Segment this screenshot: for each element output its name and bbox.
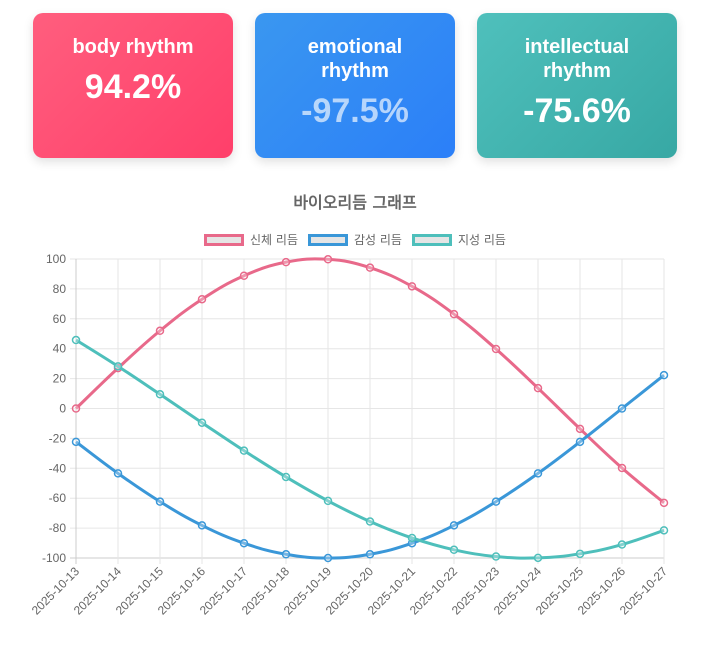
- card-label: body rhythm: [72, 36, 194, 58]
- data-point[interactable]: [197, 418, 207, 427]
- data-point[interactable]: [239, 446, 249, 455]
- legend-swatch: [204, 233, 245, 246]
- data-point[interactable]: [449, 545, 459, 555]
- y-tick-label: -60: [49, 491, 67, 505]
- card-label: emotional rhythm: [307, 36, 403, 82]
- legend-swatch: [308, 233, 348, 246]
- data-point[interactable]: [155, 326, 165, 336]
- card-value: 94.2%: [84, 68, 182, 106]
- x-axis: 2025-10-132025-10-142025-10-152025-10-16…: [29, 564, 671, 618]
- data-point[interactable]: [197, 294, 207, 304]
- data-point[interactable]: [659, 526, 669, 535]
- series-line: [75, 373, 665, 560]
- data-point[interactable]: [533, 553, 543, 563]
- y-tick-label: 40: [53, 342, 67, 356]
- data-point[interactable]: [659, 370, 669, 380]
- y-tick-label: -20: [49, 431, 67, 445]
- data-point[interactable]: [407, 533, 417, 543]
- data-point[interactable]: [449, 309, 459, 319]
- y-tick-label: 60: [53, 312, 67, 326]
- legend-item-emotional[interactable]: 감성 리듬: [308, 231, 402, 248]
- series-line: [74, 257, 665, 504]
- y-tick-label: 80: [53, 282, 67, 296]
- data-point[interactable]: [323, 553, 333, 563]
- data-point[interactable]: [113, 362, 123, 371]
- y-tick-label: 20: [53, 372, 67, 386]
- data-point[interactable]: [71, 437, 81, 447]
- data-point[interactable]: [71, 335, 81, 345]
- y-tick-label: 0: [59, 402, 66, 416]
- data-point[interactable]: [575, 424, 585, 434]
- data-point[interactable]: [365, 550, 375, 559]
- series-line: [75, 338, 665, 560]
- data-point[interactable]: [491, 552, 501, 561]
- legend-label: 신체 리듬: [250, 233, 298, 247]
- chart-grid: [70, 258, 665, 564]
- body-rhythm-card: body rhythm 94.2%: [33, 13, 233, 158]
- data-point[interactable]: [197, 521, 207, 530]
- series-1: [71, 370, 669, 563]
- data-point[interactable]: [365, 263, 375, 272]
- series-2: [71, 335, 669, 563]
- data-point[interactable]: [281, 257, 291, 267]
- legend-item-body[interactable]: 신체 리듬: [204, 231, 298, 248]
- legend-label: 감성 리듬: [354, 233, 402, 247]
- data-point[interactable]: [239, 271, 249, 280]
- data-point[interactable]: [323, 255, 333, 264]
- data-point[interactable]: [575, 437, 585, 447]
- data-point[interactable]: [617, 463, 627, 473]
- data-point[interactable]: [365, 517, 375, 526]
- data-point[interactable]: [533, 469, 543, 478]
- card-label: intellectual rhythm: [524, 36, 630, 82]
- data-point[interactable]: [71, 404, 81, 413]
- emotional-rhythm-card: emotional rhythm -97.5%: [255, 13, 455, 158]
- data-point[interactable]: [281, 550, 291, 559]
- data-point[interactable]: [407, 282, 417, 291]
- legend-item-intellectual[interactable]: 지성 리듬: [411, 231, 506, 248]
- data-point[interactable]: [155, 390, 165, 399]
- y-tick-label: -40: [49, 461, 67, 475]
- data-point[interactable]: [155, 497, 165, 506]
- data-point[interactable]: [239, 538, 249, 548]
- data-point[interactable]: [281, 472, 291, 482]
- chart-lines: [71, 255, 669, 563]
- data-point[interactable]: [491, 344, 501, 354]
- y-axis: 100 80 60 40 20 0 -20 -40 -60 -80 -100: [42, 252, 66, 565]
- data-point[interactable]: [617, 540, 627, 549]
- data-point[interactable]: [113, 469, 123, 478]
- legend-swatch: [411, 233, 452, 246]
- data-point[interactable]: [659, 498, 669, 508]
- data-point[interactable]: [533, 383, 543, 393]
- legend-label: 지성 리듬: [457, 233, 506, 247]
- intellectual-rhythm-card: intellectual rhythm -75.6%: [477, 13, 677, 158]
- y-tick-label: -100: [42, 551, 66, 565]
- data-point[interactable]: [491, 497, 501, 506]
- card-value: -75.6%: [523, 92, 631, 130]
- data-point[interactable]: [575, 549, 585, 559]
- chart-title: 바이오리듬 그래프: [293, 193, 417, 212]
- y-tick-label: 100: [46, 252, 66, 266]
- data-point[interactable]: [617, 404, 627, 413]
- y-tick-label: -80: [49, 521, 67, 535]
- data-point[interactable]: [449, 521, 459, 530]
- card-value: -97.5%: [301, 92, 409, 130]
- chart-legend: 신체 리듬 감성 리듬 지성 리듬: [0, 231, 710, 248]
- data-point[interactable]: [323, 496, 333, 506]
